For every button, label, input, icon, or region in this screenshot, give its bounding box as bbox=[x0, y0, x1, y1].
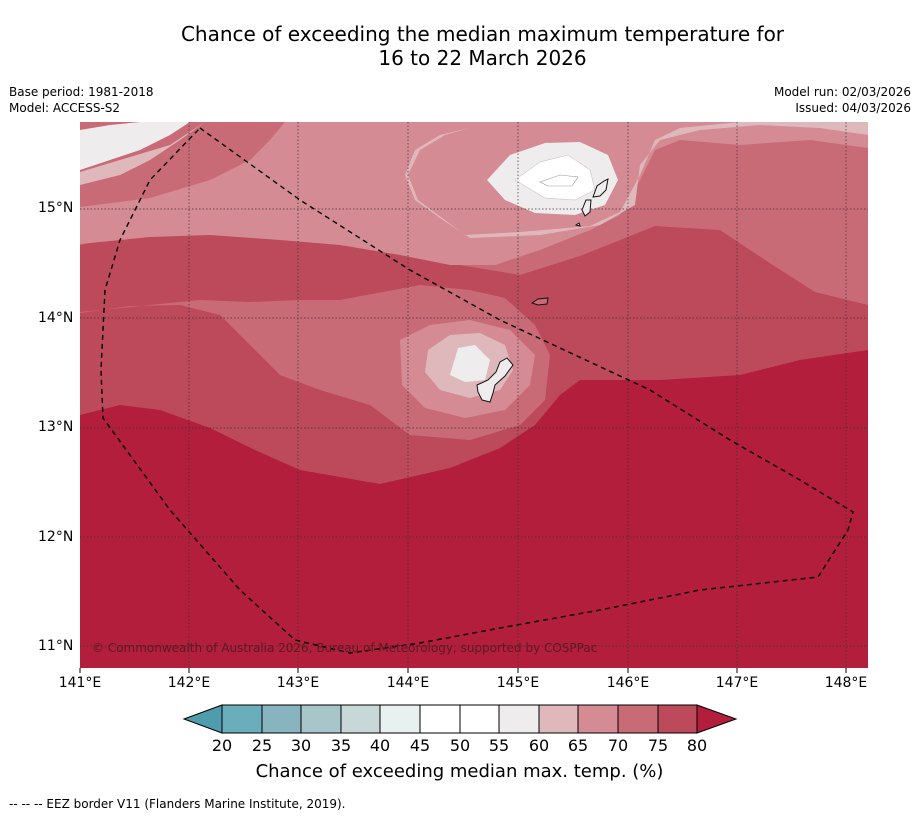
meta-right: Model run: 02/03/2026 Issued: 04/03/2026 bbox=[774, 84, 911, 116]
cb-50-55 bbox=[459, 704, 500, 734]
cb-lt20 bbox=[182, 704, 223, 734]
cb-tick-75: 75 bbox=[647, 736, 669, 755]
lon-label-147: 147°E bbox=[715, 675, 759, 691]
lon-label-148: 148°E bbox=[824, 675, 868, 691]
lon-label-146: 146°E bbox=[606, 675, 650, 691]
base-period: Base period: 1981-2018 bbox=[9, 85, 154, 99]
lon-label-142: 142°E bbox=[167, 675, 211, 691]
axis-ticks bbox=[79, 668, 847, 673]
cb-tick-40: 40 bbox=[369, 736, 391, 755]
cb-60-65 bbox=[538, 704, 579, 734]
cb-tick-20: 20 bbox=[211, 736, 233, 755]
aguijan-island bbox=[574, 222, 581, 227]
cb-tick-55: 55 bbox=[488, 736, 510, 755]
cb-tick-35: 35 bbox=[330, 736, 352, 755]
rota-island bbox=[530, 297, 549, 306]
cb-tick-80: 80 bbox=[686, 736, 708, 755]
cb-20-25 bbox=[221, 704, 263, 734]
lon-label-145: 145°E bbox=[496, 675, 540, 691]
cb-40-45 bbox=[379, 704, 421, 734]
cb-65-70 bbox=[577, 704, 619, 734]
band-45-50-north bbox=[539, 174, 579, 187]
issued-date: Issued: 04/03/2026 bbox=[795, 101, 911, 115]
cb-35-40 bbox=[340, 704, 381, 734]
saipan-island bbox=[592, 178, 609, 198]
graticule bbox=[80, 122, 868, 668]
lon-label-144: 144°E bbox=[386, 675, 430, 691]
cb-tick-50: 50 bbox=[449, 736, 471, 755]
cb-30-35 bbox=[300, 704, 342, 734]
cb-25-30 bbox=[261, 704, 302, 734]
cb-tick-45: 45 bbox=[409, 736, 431, 755]
cb-55-60 bbox=[498, 704, 540, 734]
lon-label-143: 143°E bbox=[276, 675, 320, 691]
islands bbox=[476, 178, 609, 403]
copyright-notice: © Commonwealth of Australia 2026, Bureau… bbox=[92, 641, 598, 655]
chart-title: Chance of exceeding the median maximum t… bbox=[0, 22, 919, 70]
cb-tick-25: 25 bbox=[251, 736, 273, 755]
lat-label-12: 12°N bbox=[38, 529, 74, 545]
title-line-2: 16 to 22 March 2026 bbox=[378, 46, 587, 70]
cb-75-80 bbox=[657, 704, 698, 734]
model-name: Model: ACCESS-S2 bbox=[9, 101, 121, 115]
lat-label-15: 15°N bbox=[38, 200, 74, 216]
band-55-60-nw bbox=[80, 122, 190, 170]
lat-label-11: 11°N bbox=[38, 638, 74, 654]
eez-legend: -- -- -- EEZ border V11 (Flanders Marine… bbox=[9, 797, 346, 811]
band-55-60-central bbox=[450, 345, 490, 382]
guam-island bbox=[476, 357, 514, 403]
title-line-1: Chance of exceeding the median maximum t… bbox=[180, 22, 785, 46]
cb-tick-70: 70 bbox=[607, 736, 629, 755]
lon-label-141: 141°E bbox=[58, 675, 102, 691]
eez-border bbox=[100, 127, 854, 654]
model-run: Model run: 02/03/2026 bbox=[773, 85, 911, 99]
lat-label-14: 14°N bbox=[38, 310, 74, 326]
meta-left: Base period: 1981-2018 Model: ACCESS-S2 bbox=[9, 84, 154, 116]
cb-tick-30: 30 bbox=[290, 736, 312, 755]
colorbar-title: Chance of exceeding median max. temp. (%… bbox=[255, 761, 664, 782]
cb-70-75 bbox=[617, 704, 659, 734]
cb-tick-60: 60 bbox=[528, 736, 550, 755]
band-gt80 bbox=[80, 350, 868, 668]
cb-tick-65: 65 bbox=[567, 736, 589, 755]
cb-45-50 bbox=[419, 704, 461, 734]
cb-gt80 bbox=[696, 704, 738, 734]
band-65-70 bbox=[80, 122, 868, 265]
tinian-island bbox=[581, 199, 592, 217]
lat-label-13: 13°N bbox=[38, 419, 74, 435]
